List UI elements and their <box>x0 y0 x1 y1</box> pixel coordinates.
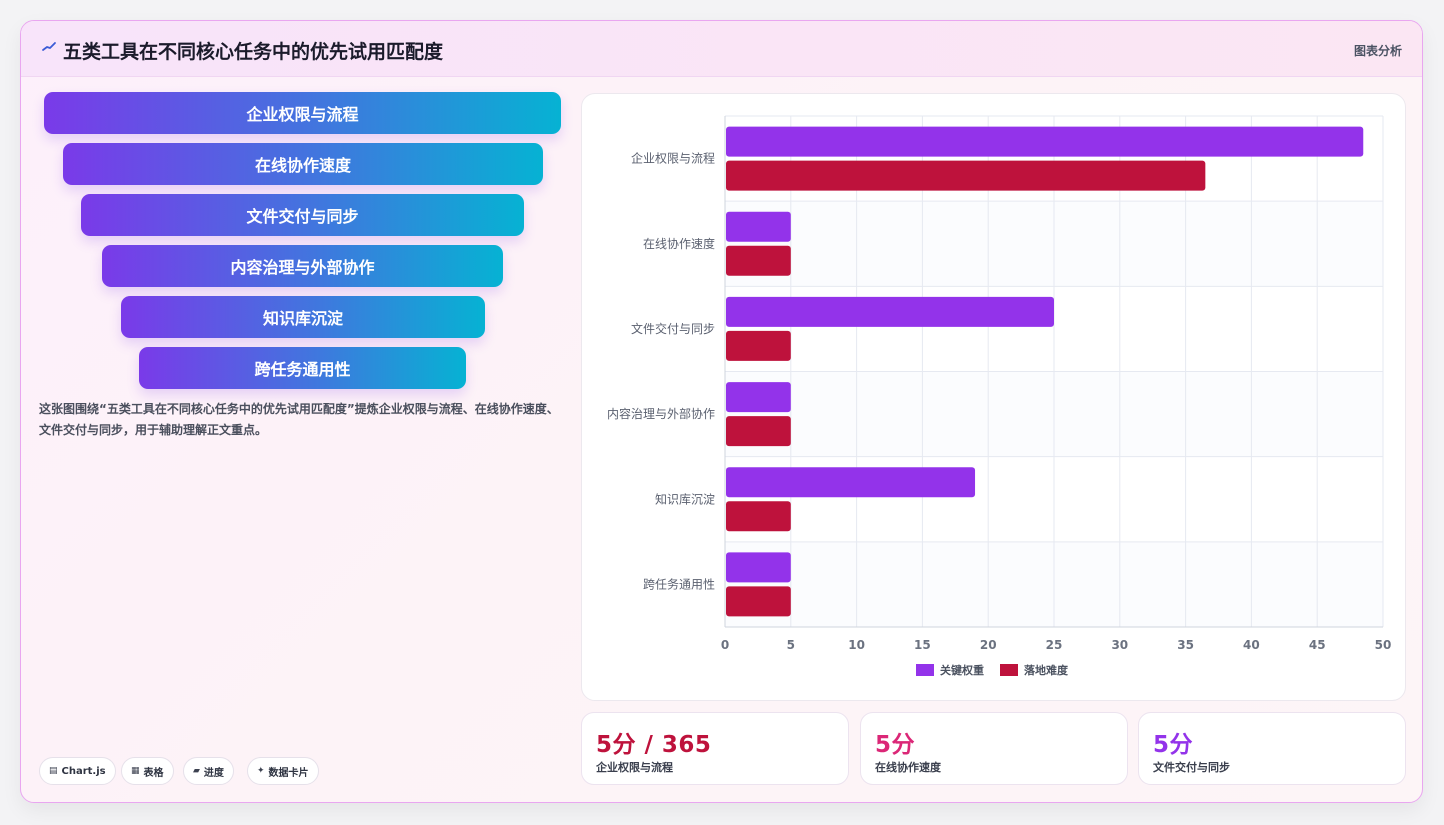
legend-label: 落地难度 <box>1024 663 1069 677</box>
stat-card-3: 5分 文件交付与同步 <box>1138 712 1406 785</box>
main-card: 五类工具在不同核心任务中的优先试用匹配度 图表分析 企业权限与流程 在线协作速度… <box>20 20 1423 803</box>
sparkle-icon: ✦ <box>257 766 265 776</box>
legend-swatch <box>916 664 934 676</box>
stat-label: 企业权限与流程 <box>596 761 673 774</box>
funnel-item-3: 文件交付与同步 <box>81 194 524 236</box>
stat-card-2: 5分 在线协作速度 <box>860 712 1128 785</box>
chip-progress[interactable]: ▰ 进度 <box>183 757 234 785</box>
bar-difficulty <box>726 501 791 532</box>
y-tick-label: 文件交付与同步 <box>631 321 715 336</box>
x-tick-label: 0 <box>721 638 729 652</box>
stat-label: 文件交付与同步 <box>1153 761 1230 774</box>
stat-value: 5分 <box>1153 732 1194 758</box>
x-tick-label: 45 <box>1309 638 1326 652</box>
stat-value: 5分 <box>875 732 916 758</box>
chip-chartjs[interactable]: ▤ Chart.js <box>39 757 116 785</box>
y-tick-label: 在线协作速度 <box>643 236 715 251</box>
legend-swatch <box>1000 664 1018 676</box>
bar-key-weight <box>726 126 1364 157</box>
stat-card-1: 5分 / 365 企业权限与流程 <box>581 712 849 785</box>
funnel-item-2: 在线协作速度 <box>63 143 543 185</box>
header: 五类工具在不同核心任务中的优先试用匹配度 图表分析 <box>21 21 1422 77</box>
funnel-item-6: 跨任务通用性 <box>139 347 466 389</box>
bar-difficulty <box>726 160 1206 191</box>
y-tick-label: 知识库沉淀 <box>655 491 715 506</box>
progress-icon: ▰ <box>193 766 200 776</box>
funnel-item-5: 知识库沉淀 <box>121 296 485 338</box>
bar-key-weight <box>726 382 791 413</box>
x-tick-label: 5 <box>787 638 795 652</box>
chart-panel: 企业权限与流程在线协作速度文件交付与同步内容治理与外部协作知识库沉淀跨任务通用性… <box>581 93 1406 701</box>
bar-key-weight <box>726 552 791 583</box>
funnel-item-4: 内容治理与外部协作 <box>102 245 503 287</box>
legend-label: 关键权重 <box>940 663 984 677</box>
x-tick-label: 15 <box>914 638 931 652</box>
x-tick-label: 35 <box>1177 638 1194 652</box>
chip-label: Chart.js <box>61 765 106 777</box>
bar-difficulty <box>726 416 791 447</box>
y-tick-label: 内容治理与外部协作 <box>607 406 715 421</box>
x-tick-label: 30 <box>1111 638 1128 652</box>
x-tick-label: 25 <box>1046 638 1063 652</box>
table-icon: ▦ <box>131 766 140 776</box>
description: 这张图围绕“五类工具在不同核心任务中的优先试用匹配度”提炼企业权限与流程、在线协… <box>39 402 559 437</box>
chip-label: 进度 <box>203 767 224 779</box>
stat-value: 5分 / 365 <box>596 732 712 758</box>
x-tick-label: 50 <box>1375 638 1392 652</box>
bar-key-weight <box>726 467 976 498</box>
x-tick-label: 10 <box>848 638 865 652</box>
chart-analysis-tag: 图表分析 <box>1353 44 1402 58</box>
x-tick-label: 20 <box>980 638 997 652</box>
bar-chart: 企业权限与流程在线协作速度文件交付与同步内容治理与外部协作知识库沉淀跨任务通用性… <box>607 115 1392 677</box>
chart-icon: ▤ <box>49 766 58 776</box>
page-title: 五类工具在不同核心任务中的优先试用匹配度 <box>63 41 444 63</box>
bar-difficulty <box>726 245 791 276</box>
chip-label: 数据卡片 <box>268 767 309 779</box>
trend-line-icon <box>42 42 56 51</box>
bar-key-weight <box>726 211 791 242</box>
y-tick-label: 跨任务通用性 <box>643 576 715 591</box>
y-tick-label: 企业权限与流程 <box>631 151 715 166</box>
chip-table[interactable]: ▦ 表格 <box>121 757 174 785</box>
stat-label: 在线协作速度 <box>875 761 941 774</box>
chip-label: 表格 <box>143 767 164 779</box>
bar-key-weight <box>726 296 1054 327</box>
funnel-item-1: 企业权限与流程 <box>44 92 561 134</box>
x-tick-label: 40 <box>1243 638 1260 652</box>
bar-difficulty <box>726 586 791 617</box>
chip-data-card[interactable]: ✦ 数据卡片 <box>247 757 319 785</box>
bar-difficulty <box>726 330 791 361</box>
